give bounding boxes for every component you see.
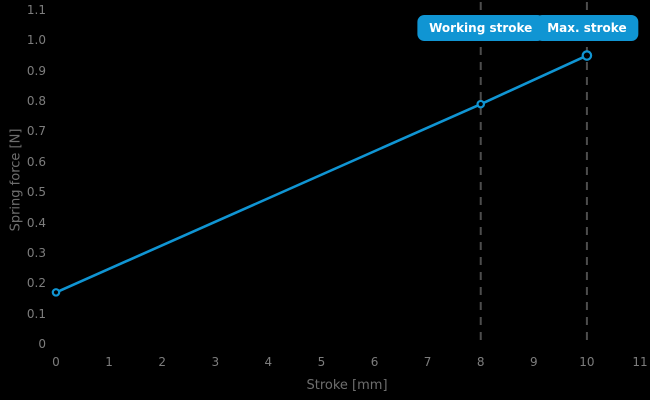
x-tick-label: 1 — [105, 355, 113, 369]
max-stroke-badge: Max. stroke — [535, 15, 639, 41]
y-tick-label: 0 — [38, 337, 46, 351]
x-tick-label: 5 — [317, 355, 326, 369]
y-tick-label: 0.3 — [26, 245, 46, 260]
x-tick-label: 6 — [370, 355, 379, 369]
x-axis-title: Stroke [mm] — [306, 378, 388, 393]
y-tick-label: 0.5 — [26, 185, 46, 200]
y-tick-label: 0.1 — [26, 306, 46, 321]
y-tick-label: 0.6 — [26, 154, 46, 169]
working-stroke-badge: Working stroke — [417, 15, 545, 41]
data-point-marker — [51, 288, 61, 297]
y-tick-label: 0.9 — [26, 63, 46, 78]
x-tick-label: 0 — [52, 355, 60, 369]
x-tick-label: 2 — [158, 355, 166, 369]
spring-force-line — [54, 54, 589, 294]
x-tick-label: 10 — [579, 355, 595, 369]
y-tick-label: 0.7 — [26, 124, 46, 139]
x-tick-label: 8 — [476, 355, 485, 369]
x-tick-label: 3 — [211, 355, 220, 369]
y-axis-title: Spring force [N] — [8, 128, 24, 232]
y-tick-label: 1.0 — [26, 33, 46, 48]
y-tick-label: 0.2 — [26, 276, 46, 291]
x-tick-label: 7 — [423, 355, 432, 369]
x-tick-label: 9 — [529, 355, 538, 369]
y-tick-label: 0.8 — [26, 94, 46, 109]
data-point-marker — [581, 50, 593, 61]
y-tick-label: 1.1 — [26, 3, 46, 17]
data-point-marker — [476, 99, 486, 109]
x-tick-label: 4 — [264, 355, 273, 369]
x-tick-label: 11 — [632, 355, 648, 369]
y-tick-label: 0.4 — [26, 215, 46, 230]
